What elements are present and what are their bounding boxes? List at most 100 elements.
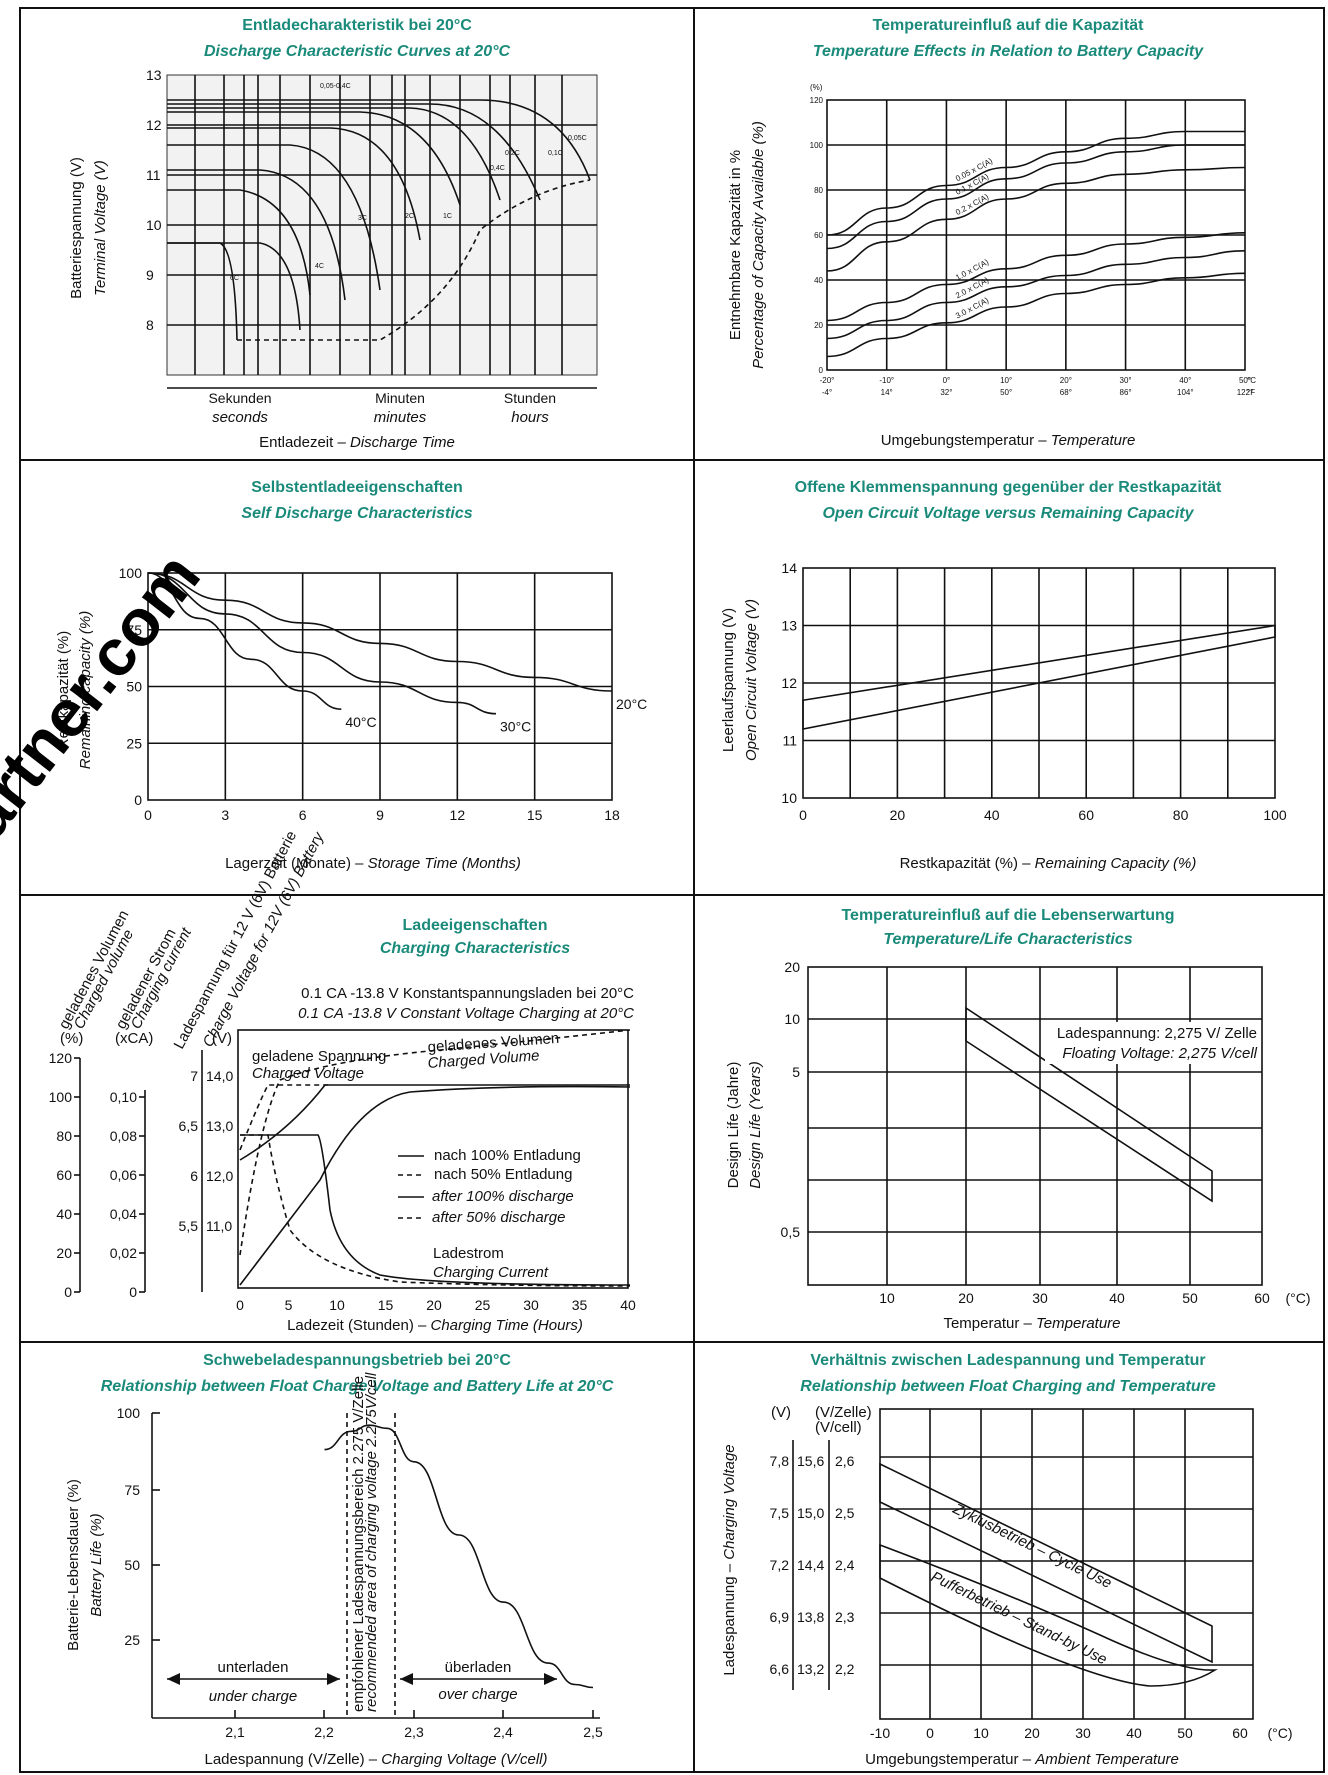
discharge-curve-4c <box>167 189 311 296</box>
region-label-en: recommended area of charging voltage 2.2… <box>363 1372 380 1712</box>
panel-self-discharge: Selbstentladeeigenschaften Self Discharg… <box>55 479 647 872</box>
ft-ycell-tick: 2,4 <box>835 1557 855 1573</box>
temp-cap-x-tick-c: -20° <box>820 376 835 385</box>
charging-x-tick: 0 <box>236 1297 244 1313</box>
charging-axis3-tick-6v: 7 <box>190 1068 198 1084</box>
charging-axis2-tick: 0,02 <box>110 1245 137 1261</box>
life-band <box>965 1006 1213 1203</box>
ocv-y-tick: 12 <box>781 675 797 691</box>
temp-cap-x-tick-f: 104° <box>1177 388 1194 397</box>
float-life-x-tick: 2,3 <box>404 1724 424 1740</box>
temp-cap-ylabel-en: Percentage of Capacity Available (%) <box>750 121 767 369</box>
charging-x-ticks: 0 5 10 15 20 25 30 35 40 <box>236 1297 636 1313</box>
temp-cap-subtitle: Temperature Effects in Relation to Batte… <box>813 43 1204 60</box>
life-y-tick: 0,5 <box>781 1224 801 1240</box>
life-y-ticks: 20 10 5 0,5 <box>781 959 801 1240</box>
life-note-bg <box>1045 1022 1257 1064</box>
self-dis-x-tick: 3 <box>221 807 229 823</box>
ft-y12-tick: 13,8 <box>797 1609 824 1625</box>
charging-curves <box>239 1029 631 1287</box>
temp-cap-x-tick-c: -10° <box>879 376 894 385</box>
float-life-x-tick: 2,1 <box>225 1724 245 1740</box>
temp-cap-y-tick: 20 <box>814 321 823 330</box>
discharge-xlabel: Entladezeit – Discharge Time <box>259 434 455 451</box>
ft-y6-tick: 6,6 <box>770 1661 790 1677</box>
ft-ycell-tick: 2,5 <box>835 1505 855 1521</box>
charging-xlabel: Ladezeit (Stunden) – Charging Time (Hour… <box>287 1317 583 1334</box>
discharge-y-ticks: 13 12 11 10 9 8 <box>146 67 162 333</box>
self-dis-series-line <box>147 572 497 715</box>
self-dis-xlabel: Lagerzeit (Monate) – Storage Time (Month… <box>225 855 521 872</box>
temp-cap-x-unit-c: °C <box>1247 376 1256 385</box>
float-life-ylabel: Batterie-Lebensdauer (%) <box>65 1479 82 1651</box>
self-dis-x-tick: 6 <box>299 807 307 823</box>
float-life-y-tick: 25 <box>124 1632 140 1648</box>
discharge-x-group-en: seconds <box>212 409 268 426</box>
discharge-title: Entladecharakteristik bei 20°C <box>242 17 472 34</box>
ocv-x-tick: 20 <box>890 807 906 823</box>
charging-axes: 0 20 40 60 80 100 120 0 0,02 0,04 0,06 0,08 0,10 11,0… <box>49 1050 233 1300</box>
charging-axis2-tick: 0,08 <box>110 1128 137 1144</box>
panel-temperature-life: Temperatureinfluß auf die Lebenserwartun… <box>725 907 1311 1332</box>
temp-cap-series-line <box>826 250 1246 340</box>
discharge-subtitle: Discharge Characteristic Curves at 20°C <box>204 43 511 60</box>
temp-cap-ylabel: Entnehmbare Kapazität in % <box>727 150 744 340</box>
float-life-title: Schwebeladespannungsbetrieb bei 20°C <box>203 1352 511 1369</box>
legend-item: nach 100% Entladung <box>434 1147 581 1164</box>
life-x-tick: 40 <box>1109 1290 1125 1306</box>
discharge-label-9: 6C <box>230 275 239 282</box>
ft-ycell-tick: 2,6 <box>835 1453 855 1469</box>
life-y-tick: 20 <box>784 959 800 975</box>
ft-y6-tick: 7,8 <box>770 1453 790 1469</box>
temp-cap-x-tick-f: 50° <box>1000 388 1012 397</box>
self-dis-grid <box>147 572 613 801</box>
discharge-label-1: 0,05C <box>568 135 587 142</box>
life-x-unit: (°C) <box>1285 1290 1310 1306</box>
life-note-en: Floating Voltage: 2,275 V/cell <box>1062 1045 1257 1062</box>
charging-axis1-tick: 120 <box>49 1050 73 1066</box>
ocv-y-tick: 13 <box>781 618 797 634</box>
temp-cap-y-tick: 0 <box>819 366 824 375</box>
legend-item: nach 50% Entladung <box>434 1166 572 1183</box>
life-xlabel: Temperatur – Temperature <box>943 1315 1120 1332</box>
self-dis-x-tick: 15 <box>527 807 543 823</box>
temp-cap-title: Temperatureinfluß auf die Kapazität <box>873 17 1145 34</box>
life-ylabel-en: Design Life (Years) <box>747 1061 764 1189</box>
axis1-unit: (%) <box>60 1030 83 1047</box>
charging-axis2-tick: 0,10 <box>110 1089 137 1105</box>
panel-charging: Ladeeigenschaften Charging Characteristi… <box>49 828 636 1334</box>
charging-title: Ladeeigenschaften <box>403 917 548 934</box>
region-label: empfohlener Ladespannungsbereich 2.275 V… <box>350 1376 367 1712</box>
charging-current-50 <box>240 1134 631 1287</box>
float-life-curve <box>324 1424 594 1689</box>
panel-discharge: Entladecharakteristik bei 20°C Discharge… <box>68 17 598 451</box>
discharge-label-6: 2C <box>405 213 414 220</box>
charging-voltage-100 <box>239 1084 630 1161</box>
over-charge-arrow <box>400 1673 557 1685</box>
float-life-ylabel-en: Battery Life (%) <box>88 1513 105 1616</box>
ocv-band <box>802 624 1276 730</box>
discharge-grid <box>166 74 598 376</box>
temp-cap-y-tick: 40 <box>814 276 823 285</box>
life-subtitle: Temperature/Life Characteristics <box>883 931 1132 948</box>
charging-frame <box>237 1029 629 1289</box>
float-temp-title: Verhältnis zwischen Ladespannung und Tem… <box>810 1352 1205 1369</box>
charging-axis3-tick-6v: 6 <box>190 1168 198 1184</box>
legend-item: after 50% discharge <box>432 1209 565 1226</box>
ocv-subtitle: Open Circuit Voltage versus Remaining Ca… <box>822 505 1194 522</box>
life-title: Temperatureinfluß auf die Lebenserwartun… <box>841 907 1174 924</box>
cycle-use-band <box>879 1462 1213 1664</box>
ft-x-tick: 50 <box>1177 1725 1193 1741</box>
ocv-y-tick: 10 <box>781 790 797 806</box>
charging-voltage-50 <box>239 1084 330 1151</box>
ocv-ylabel-en: Open Circuit Voltage (V) <box>743 599 760 761</box>
discharge-label-2: 0,1C <box>548 150 563 157</box>
discharge-curve-0-1c <box>167 103 541 201</box>
life-x-tick: 10 <box>879 1290 895 1306</box>
temp-cap-y-unit: (%) <box>810 83 823 92</box>
charging-axis3-tick-12v: 11,0 <box>206 1218 232 1234</box>
temp-cap-x-tick-f: 32° <box>940 388 952 397</box>
charging-axis2-tick: 0,06 <box>110 1167 137 1183</box>
panel-float-life: Schwebeladespannungsbetrieb bei 20°C Rel… <box>65 1352 614 1768</box>
temp-cap-series-line <box>826 130 1245 236</box>
